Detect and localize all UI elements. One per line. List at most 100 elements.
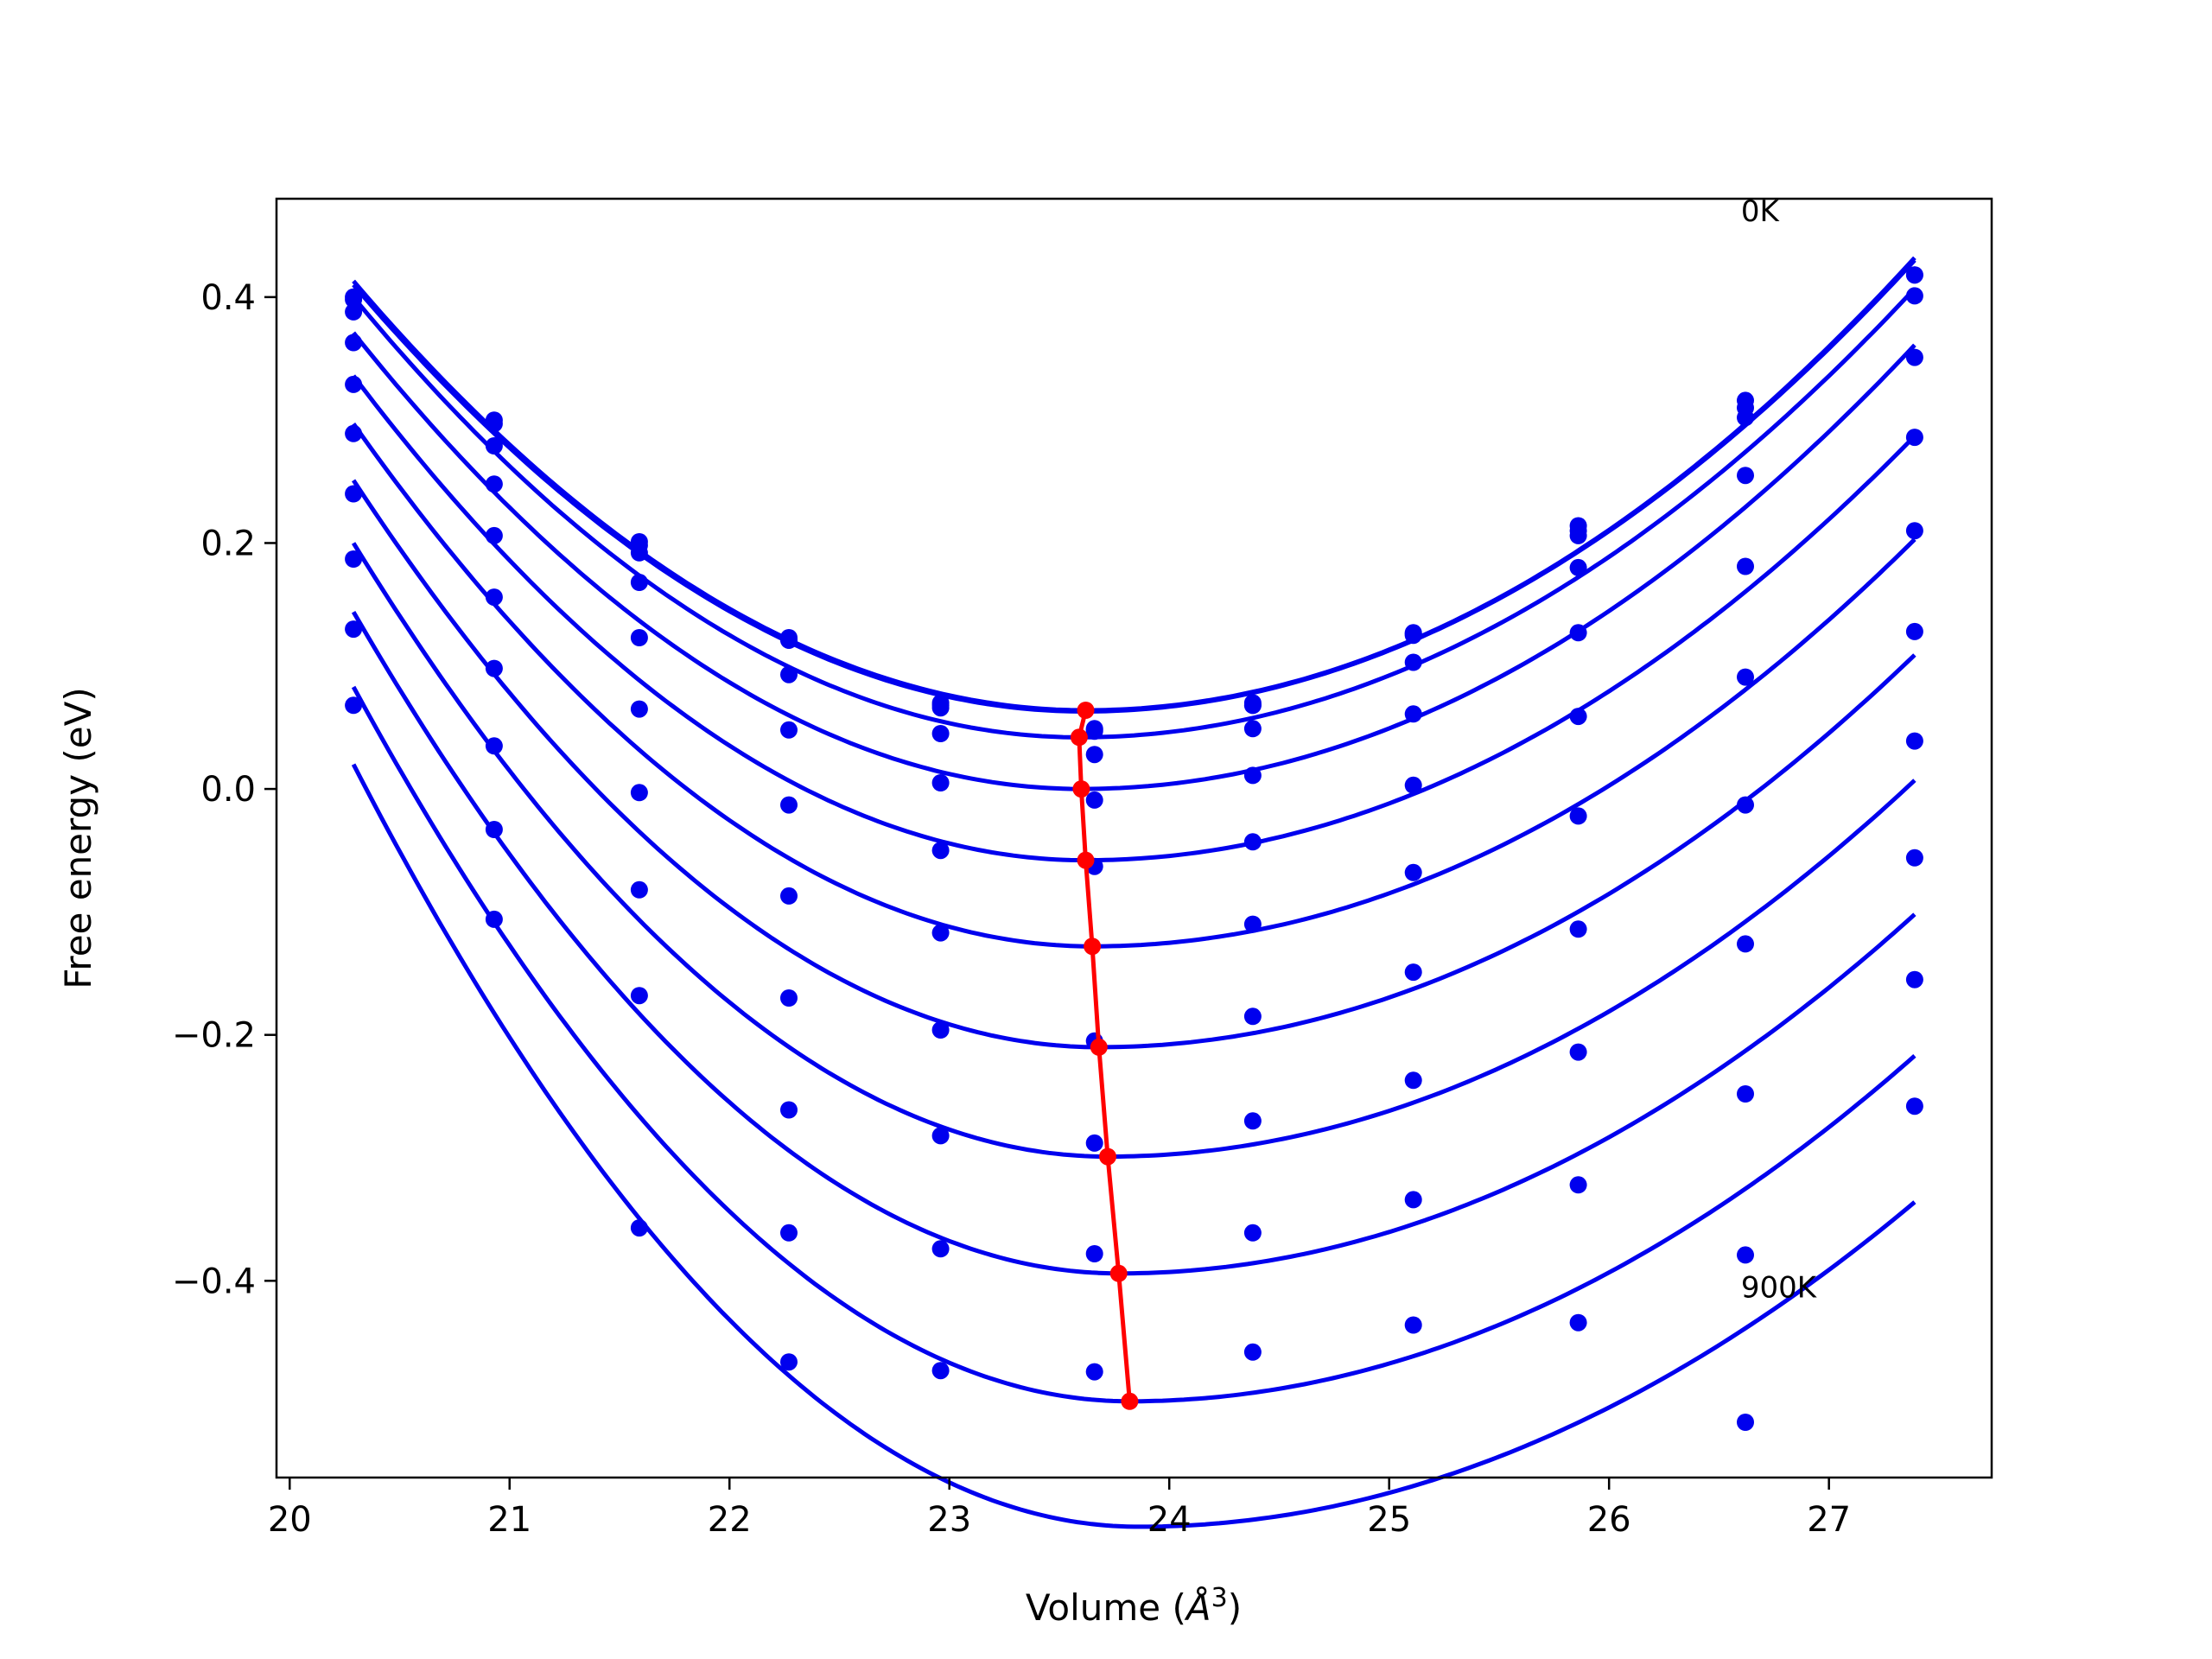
x-tick-label: 27 (1807, 1500, 1851, 1540)
data-point (1404, 776, 1422, 794)
data-point (1569, 1176, 1587, 1194)
data-point (345, 550, 363, 568)
y-axis-ticks: −0.4 −0.2 0.0 0.2 0.4 (172, 278, 276, 1301)
data-point (1404, 1316, 1422, 1334)
minimum-point (1070, 728, 1088, 747)
y-tick-label: 0.4 (200, 278, 256, 318)
data-point (1737, 796, 1754, 814)
fit-curve-7 (351, 542, 1916, 1160)
fit-curve-10 (351, 763, 1916, 1529)
data-point (485, 437, 503, 454)
data-point (1404, 963, 1422, 982)
data-point (1737, 467, 1754, 485)
minimum-point (1121, 1392, 1139, 1410)
data-point (630, 880, 648, 899)
data-point (1243, 833, 1262, 851)
fit-curve-4 (352, 374, 1916, 863)
data-point (1085, 1363, 1103, 1381)
temperature-annotation: 900K (1741, 1270, 1818, 1305)
data-point (1243, 1007, 1262, 1026)
fit-curve-8 (351, 610, 1916, 1276)
data-point (1737, 409, 1754, 427)
data-points (345, 266, 1923, 1431)
data-point (1085, 721, 1103, 739)
minimum-point (1072, 780, 1090, 798)
y-tick-label: −0.2 (172, 1016, 256, 1056)
data-point (1085, 746, 1103, 764)
data-point (931, 924, 950, 942)
data-point (931, 1240, 950, 1258)
data-point (931, 1362, 950, 1380)
data-point (1569, 558, 1587, 576)
data-point (485, 415, 503, 433)
data-point (1243, 1224, 1262, 1242)
minimum-point (1084, 938, 1102, 956)
fit-curve-6 (352, 479, 1916, 1050)
y-tick-label: −0.4 (172, 1262, 256, 1301)
data-point (345, 485, 363, 503)
data-point (1737, 1246, 1754, 1264)
data-point (1569, 807, 1587, 825)
data-point (1404, 705, 1422, 723)
data-point (630, 574, 648, 591)
temperature-annotation: 0K (1741, 194, 1781, 229)
data-point (780, 1353, 798, 1371)
data-point (345, 424, 363, 442)
y-tick-label: 0.0 (200, 770, 256, 810)
x-tick-label: 26 (1587, 1500, 1631, 1540)
data-point (931, 725, 950, 742)
data-point (485, 475, 503, 493)
data-point (630, 629, 648, 646)
fit-curves (351, 256, 1916, 1529)
data-point (345, 375, 363, 393)
minimum-point (1077, 702, 1095, 719)
x-axis-label: Volume (Å3) (1026, 1583, 1242, 1629)
plot-frame (275, 197, 1993, 1479)
data-point (1085, 1134, 1103, 1152)
data-point (1569, 920, 1587, 938)
data-point (630, 987, 648, 1005)
data-point (1737, 557, 1754, 575)
data-point (1243, 915, 1262, 933)
x-tick-label: 22 (708, 1500, 752, 1540)
data-point (1243, 1343, 1262, 1361)
data-point (1737, 668, 1754, 686)
data-point (780, 1224, 798, 1242)
data-point (931, 842, 950, 860)
data-point (1404, 1191, 1422, 1209)
data-point (485, 821, 503, 838)
data-point (1737, 1085, 1754, 1103)
data-point (1905, 429, 1923, 447)
data-point (1085, 1245, 1103, 1262)
data-point (931, 1127, 950, 1145)
data-point (345, 334, 363, 352)
data-point (1905, 522, 1923, 540)
data-point (630, 1219, 648, 1237)
data-point (1243, 696, 1262, 715)
data-point (780, 721, 798, 739)
data-point (1905, 348, 1923, 366)
data-point (1243, 1112, 1262, 1130)
minimum-point (1099, 1147, 1116, 1166)
minimum-point (1109, 1264, 1128, 1282)
data-point (780, 887, 798, 905)
data-point (485, 737, 503, 755)
data-point (1404, 863, 1422, 881)
data-point (1737, 1414, 1754, 1431)
data-point (1569, 1043, 1587, 1061)
minimum-point (1077, 851, 1095, 869)
data-point (1569, 624, 1587, 642)
data-point (630, 784, 648, 802)
data-point (630, 700, 648, 718)
data-point (1905, 1097, 1923, 1116)
y-axis-label: Free energy (eV) (57, 687, 99, 989)
fit-curve-5 (352, 422, 1916, 949)
data-point (1569, 1313, 1587, 1332)
data-point (780, 631, 798, 649)
data-point (1243, 720, 1262, 738)
data-point (1569, 526, 1587, 544)
data-point (931, 699, 950, 717)
data-point (485, 588, 503, 607)
annotations: 0K 900K (1741, 194, 1818, 1305)
